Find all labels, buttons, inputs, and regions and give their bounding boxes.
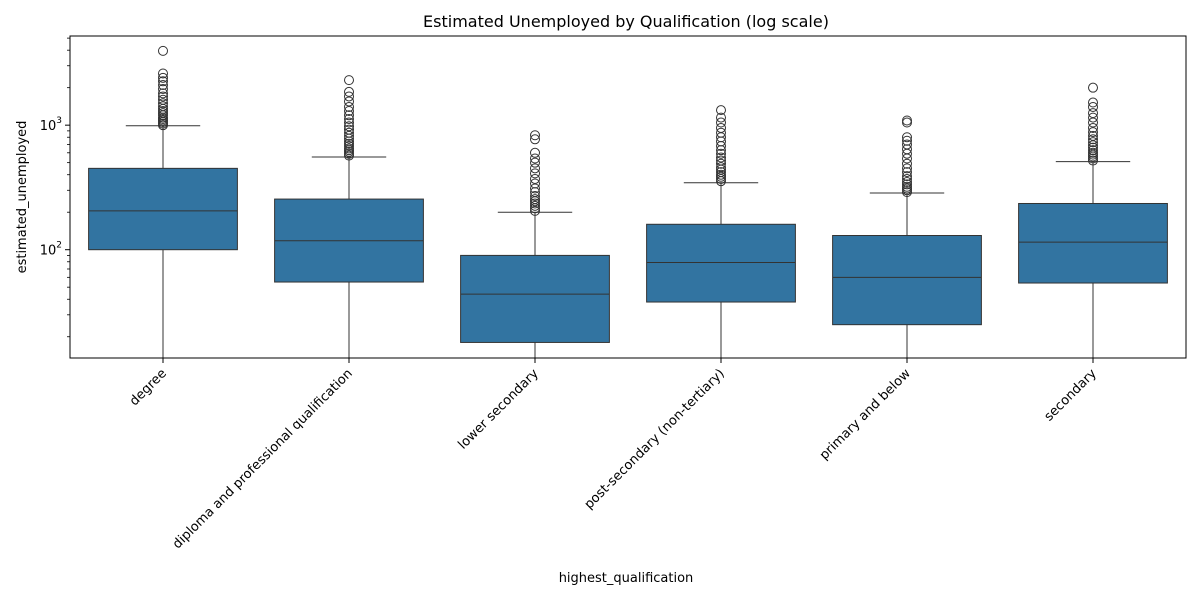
- outlier-point: [158, 84, 168, 95]
- outlier-point: [344, 105, 354, 116]
- box: [1018, 202, 1168, 284]
- outlier-point: [1088, 127, 1098, 138]
- outlier-point: [530, 178, 540, 189]
- outlier-point: [344, 117, 354, 128]
- y-tick-label: 103: [40, 116, 62, 134]
- outlier-point: [344, 127, 354, 138]
- box-group: [460, 130, 610, 358]
- outlier-point: [344, 75, 354, 86]
- box-group: [646, 105, 796, 358]
- outlier-point: [158, 101, 168, 112]
- outlier-point: [1088, 147, 1098, 158]
- outlier-point: [158, 68, 168, 79]
- outlier-point: [1088, 130, 1098, 141]
- box-group: [274, 75, 424, 358]
- outlier-point: [530, 157, 540, 168]
- outlier-point: [158, 88, 168, 99]
- outlier-point: [530, 163, 540, 174]
- chart-title: Estimated Unemployed by Qualification (l…: [423, 12, 829, 31]
- outlier-point: [530, 153, 540, 164]
- box: [460, 254, 610, 343]
- outlier-point: [530, 168, 540, 179]
- outlier-point: [530, 205, 540, 216]
- outlier-point: [902, 132, 912, 143]
- outlier-point: [902, 115, 912, 126]
- outlier-point: [716, 148, 726, 159]
- plot-frame: [69, 35, 1187, 359]
- outlier-point: [716, 169, 726, 180]
- outlier-point: [158, 80, 168, 91]
- y-tick-label: 102: [40, 241, 62, 259]
- outlier-point: [530, 134, 540, 145]
- outlier-point: [530, 194, 540, 205]
- outlier-point: [344, 96, 354, 107]
- outlier-point: [530, 130, 540, 141]
- outlier-point: [716, 162, 726, 173]
- outlier-point: [902, 181, 912, 192]
- outlier-point: [716, 155, 726, 166]
- outlier-point: [716, 167, 726, 178]
- outlier-point: [530, 147, 540, 158]
- outlier-point: [344, 121, 354, 132]
- outlier-point: [1088, 97, 1098, 108]
- outlier-point: [716, 112, 726, 123]
- outlier-point: [344, 91, 354, 102]
- outlier-point: [1088, 82, 1098, 93]
- outlier-point: [158, 72, 168, 83]
- outlier-point: [902, 135, 912, 146]
- plot-area: [88, 45, 1168, 358]
- box: [88, 167, 238, 251]
- outlier-point: [158, 76, 168, 87]
- outlier-point: [344, 110, 354, 121]
- outlier-point: [1088, 112, 1098, 123]
- outlier-point: [530, 173, 540, 184]
- outlier-point: [716, 127, 726, 138]
- x-axis-title: highest_qualification: [559, 571, 694, 586]
- outlier-point: [902, 167, 912, 178]
- outlier-point: [716, 117, 726, 128]
- outlier-point: [1088, 145, 1098, 156]
- outlier-point: [158, 98, 168, 109]
- outlier-point: [902, 176, 912, 187]
- outlier-point: [1088, 137, 1098, 148]
- outlier-point: [530, 198, 540, 209]
- outlier-point: [158, 94, 168, 105]
- outlier-point: [1088, 134, 1098, 145]
- box-group: [832, 115, 982, 358]
- outlier-point: [1088, 108, 1098, 119]
- outlier-point: [158, 45, 168, 56]
- outlier-point: [344, 138, 354, 149]
- outlier-point: [1088, 101, 1098, 112]
- outlier-point: [716, 105, 726, 116]
- outlier-point: [716, 122, 726, 133]
- outlier-point: [1088, 142, 1098, 153]
- outlier-point: [902, 158, 912, 169]
- outlier-point: [902, 163, 912, 174]
- outlier-point: [344, 86, 354, 97]
- box-group: [1018, 82, 1168, 358]
- outlier-point: [344, 130, 354, 141]
- outlier-point: [344, 124, 354, 135]
- box: [832, 235, 982, 326]
- outlier-point: [902, 171, 912, 182]
- outlier-point: [902, 173, 912, 184]
- outlier-point: [530, 183, 540, 194]
- outlier-point: [902, 179, 912, 190]
- outlier-point: [344, 114, 354, 125]
- outlier-point: [344, 101, 354, 112]
- outlier-point: [716, 158, 726, 169]
- box: [646, 223, 796, 303]
- outlier-point: [158, 91, 168, 102]
- outlier-point: [530, 200, 540, 211]
- outlier-point: [344, 141, 354, 152]
- y-axis-title: estimated_unemployed: [15, 121, 30, 274]
- box-group: [88, 45, 238, 358]
- outlier-point: [902, 139, 912, 150]
- outlier-point: [530, 190, 540, 201]
- outlier-point: [1088, 122, 1098, 133]
- outlier-point: [716, 152, 726, 163]
- outlier-point: [344, 143, 354, 154]
